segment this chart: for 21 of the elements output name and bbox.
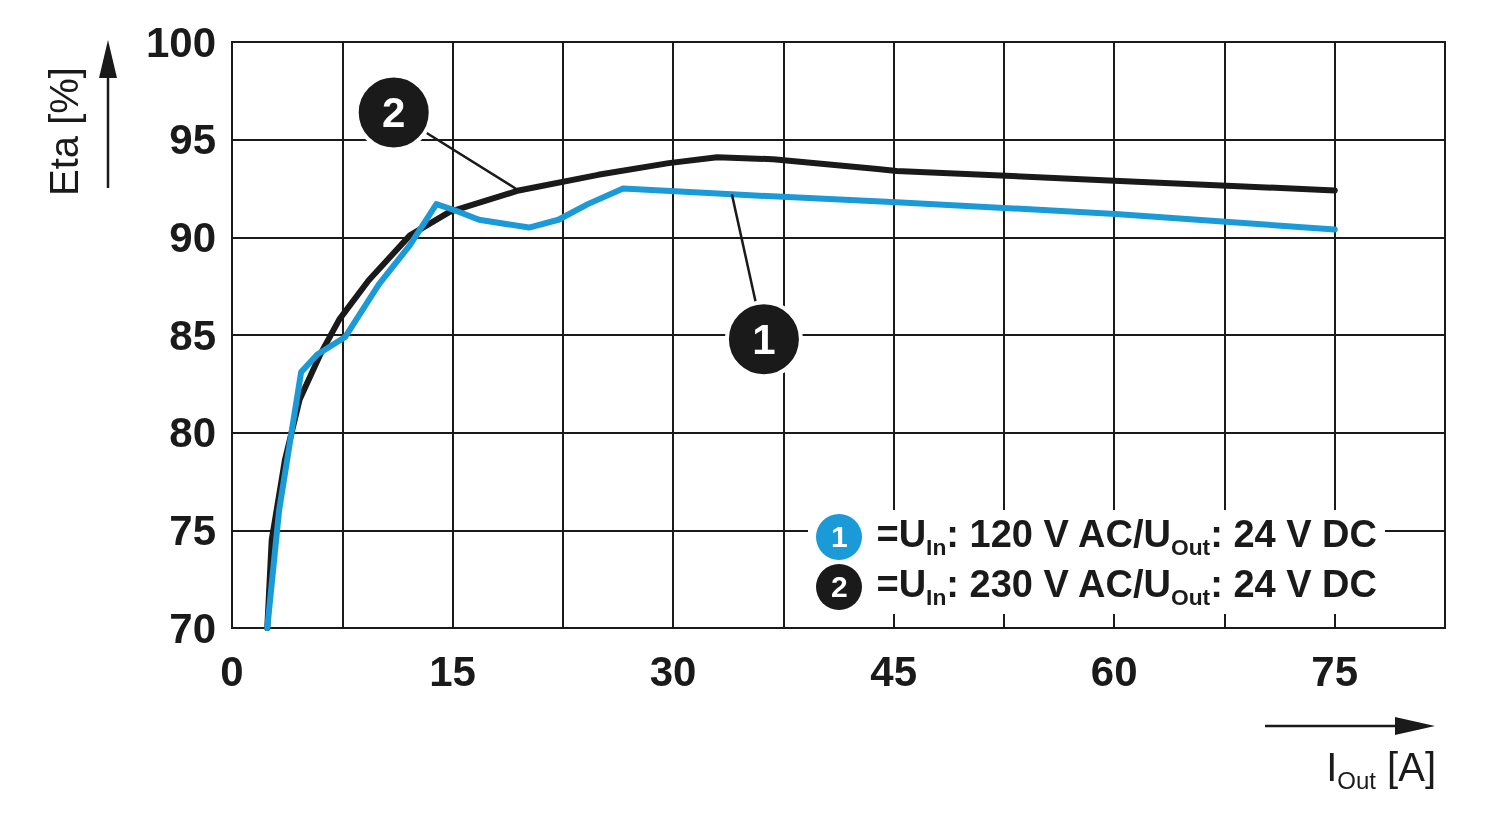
y-axis-title: Eta [%] [42, 67, 87, 196]
y-tick-label: 90 [169, 213, 216, 261]
text: 2 [831, 570, 848, 603]
y-tick-label: 70 [169, 604, 216, 652]
legend-label: =U$_{In}$: 120 V AC/U$_{Out}$: 24 V DC [876, 513, 1377, 561]
x-tick-label: 0 [220, 647, 244, 695]
x-tick-label: 30 [649, 647, 697, 695]
annotation: 2 [382, 89, 406, 137]
y-tick-label: 85 [169, 311, 216, 359]
legend-label: =U$_{In}$: 230 V AC/U$_{Out}$: 24 V DC [876, 563, 1377, 611]
annotation: 1 [752, 316, 776, 364]
y-tick-label: 100 [145, 18, 216, 66]
x-axis-title: I$_{Out}$ [A] [1326, 745, 1436, 796]
x-tick-label: 75 [1311, 647, 1359, 695]
y-tick-label: 95 [169, 116, 216, 164]
x-tick-label: 60 [1090, 647, 1138, 695]
x-tick-label: 15 [429, 647, 476, 695]
y-tick-label: 80 [169, 409, 216, 457]
x-tick-label: 45 [870, 647, 917, 695]
text: 1 [831, 520, 848, 553]
y-tick-label: 75 [169, 506, 216, 554]
